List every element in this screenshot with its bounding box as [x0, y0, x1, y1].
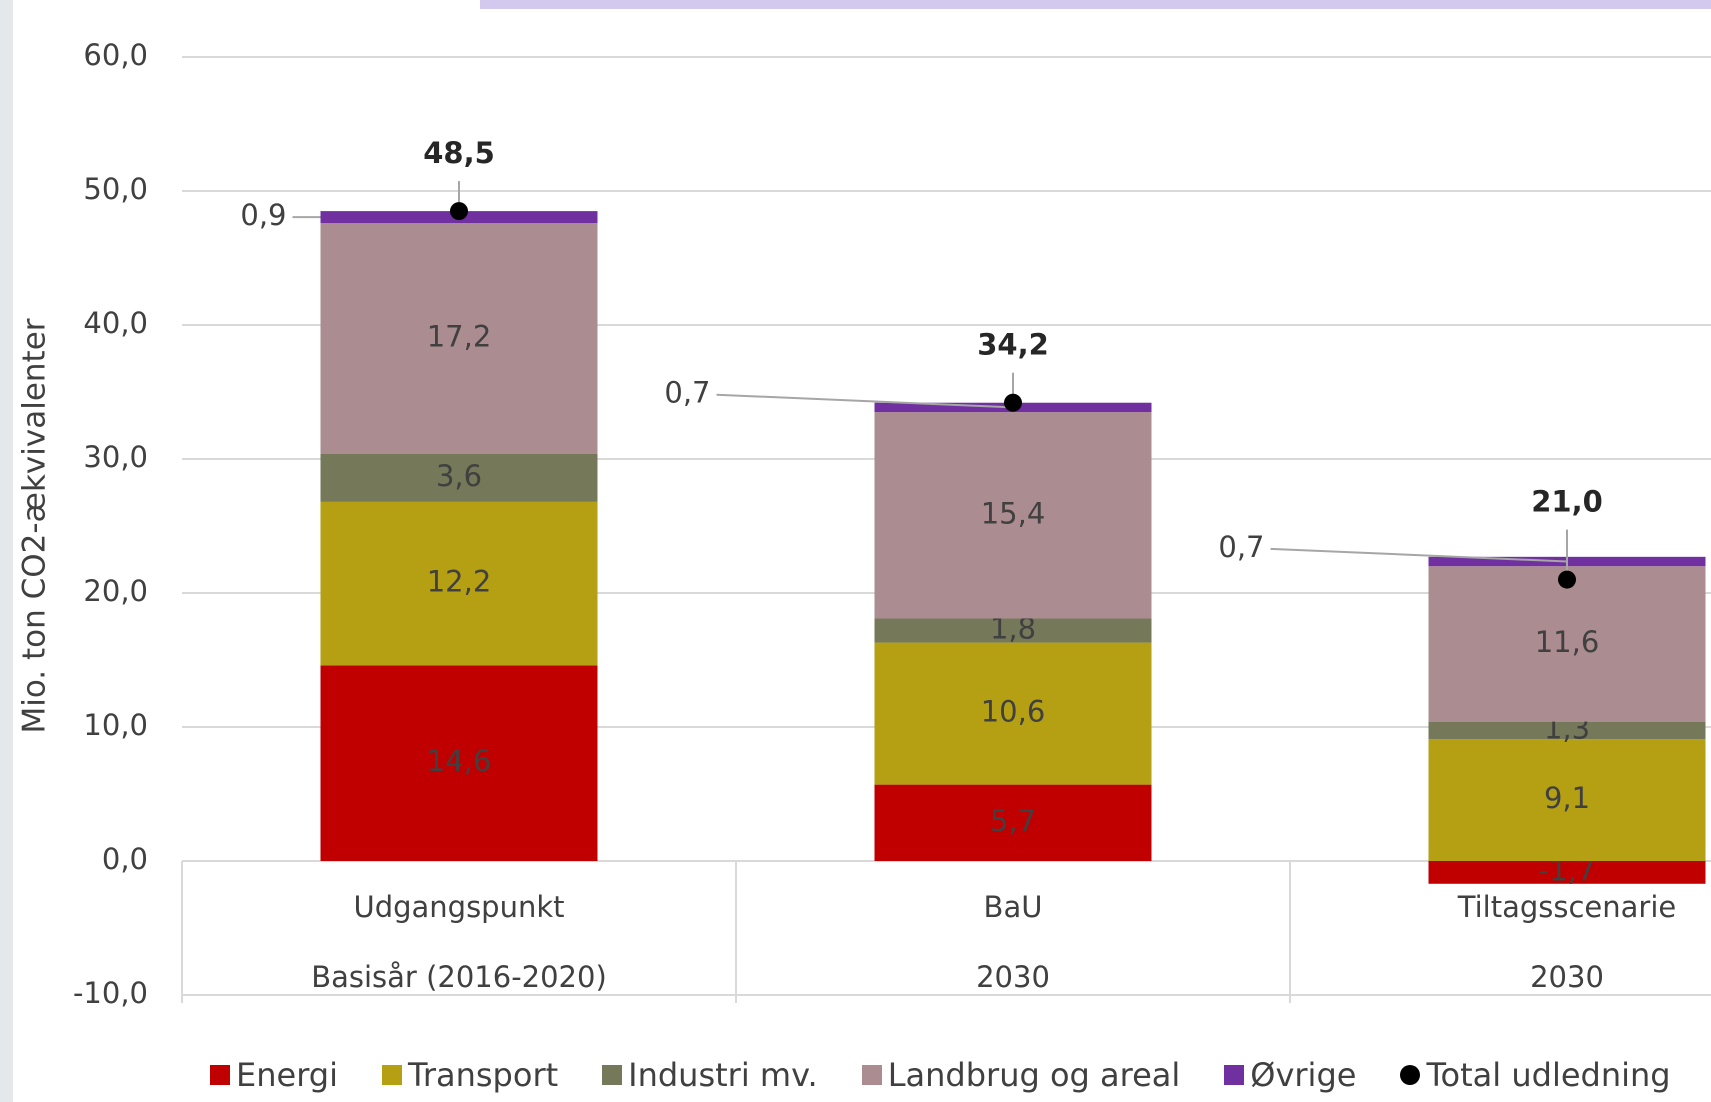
- legend-label: Øvrige: [1250, 1056, 1357, 1094]
- x-sub-label: 2030: [976, 960, 1050, 994]
- value-label: 17,2: [427, 319, 492, 353]
- value-label: 14,6: [427, 744, 492, 778]
- legend-item: Energi: [210, 1056, 338, 1094]
- legend-label: Total udledning: [1426, 1056, 1671, 1094]
- legend-item: Industri mv.: [602, 1056, 818, 1094]
- bar-segment: [874, 642, 1152, 785]
- value-label: 5,7: [990, 804, 1036, 838]
- value-label: 11,6: [1535, 625, 1600, 659]
- y-tick-label: 10,0: [83, 708, 148, 742]
- total-marker: [450, 202, 468, 221]
- value-label: 12,2: [427, 565, 492, 599]
- bar-segment: [320, 501, 598, 666]
- legend-swatch: [861, 1065, 882, 1085]
- legend-item: Total udledning: [1400, 1056, 1671, 1094]
- legend-item: Landbrug og areal: [861, 1056, 1181, 1094]
- legend-swatch: [381, 1065, 402, 1085]
- leader-line: [716, 393, 1014, 409]
- value-label: 9,1: [1544, 781, 1590, 815]
- bar-segment: [1428, 721, 1706, 740]
- value-label: 3,6: [436, 459, 482, 493]
- bar-segment: [874, 412, 1152, 619]
- x-tick-label: BaU: [984, 890, 1043, 924]
- y-tick-label: 30,0: [83, 440, 148, 474]
- legend-swatch: [1224, 1065, 1245, 1085]
- legend-label: Landbrug og areal: [887, 1056, 1181, 1094]
- y-tick-label: -10,0: [73, 976, 148, 1010]
- bar-segment: [320, 453, 598, 502]
- legend-item: Øvrige: [1224, 1056, 1356, 1094]
- bar-segment: [320, 223, 598, 454]
- value-label: 0,9: [240, 198, 286, 232]
- x-tick-label: Udgangspunkt: [353, 890, 564, 924]
- y-tick-label: 0,0: [102, 842, 148, 876]
- y-tick-label: 60,0: [83, 38, 148, 72]
- legend-swatch: [602, 1065, 623, 1085]
- total-label: 34,2: [977, 328, 1049, 362]
- x-sub-label: Basisår (2016-2020): [311, 960, 607, 994]
- value-label: 15,4: [981, 496, 1046, 530]
- total-marker: [1558, 570, 1576, 589]
- legend-label: Industri mv.: [628, 1056, 818, 1094]
- bar-segment: [874, 784, 1152, 861]
- value-label: 10,6: [981, 695, 1046, 729]
- total-marker: [1004, 393, 1022, 412]
- bar-segment: [1428, 566, 1706, 722]
- legend-swatch: [1400, 1065, 1421, 1085]
- y-tick-label: 40,0: [83, 306, 148, 340]
- bar-segment: [320, 665, 598, 861]
- y-tick-label: 20,0: [83, 574, 148, 608]
- value-label: 0,7: [1218, 530, 1264, 564]
- leader-line: [1270, 547, 1568, 563]
- legend-label: Transport: [407, 1056, 559, 1094]
- bar-segment: [874, 618, 1152, 643]
- legend-label: Energi: [236, 1056, 338, 1094]
- legend-swatch: [210, 1065, 230, 1085]
- y-tick-label: 50,0: [83, 172, 148, 206]
- y-axis-label: Mio. ton CO2-ækvivalenter: [17, 318, 53, 733]
- x-tick-label: Tiltagsscenarie: [1457, 890, 1676, 924]
- total-label: 48,5: [423, 136, 495, 170]
- top-strip: [480, 0, 1711, 9]
- value-label: 0,7: [664, 376, 710, 410]
- total-label: 21,0: [1531, 485, 1603, 519]
- x-sub-label: 2030: [1530, 960, 1604, 994]
- legend: Energi Transport Industri mv. Landbrug og a…: [210, 1056, 1671, 1094]
- bar-segment: [1428, 739, 1706, 861]
- bar-segment: [1428, 861, 1706, 884]
- side-strip: [0, 0, 13, 1102]
- legend-item: Transport: [381, 1056, 559, 1094]
